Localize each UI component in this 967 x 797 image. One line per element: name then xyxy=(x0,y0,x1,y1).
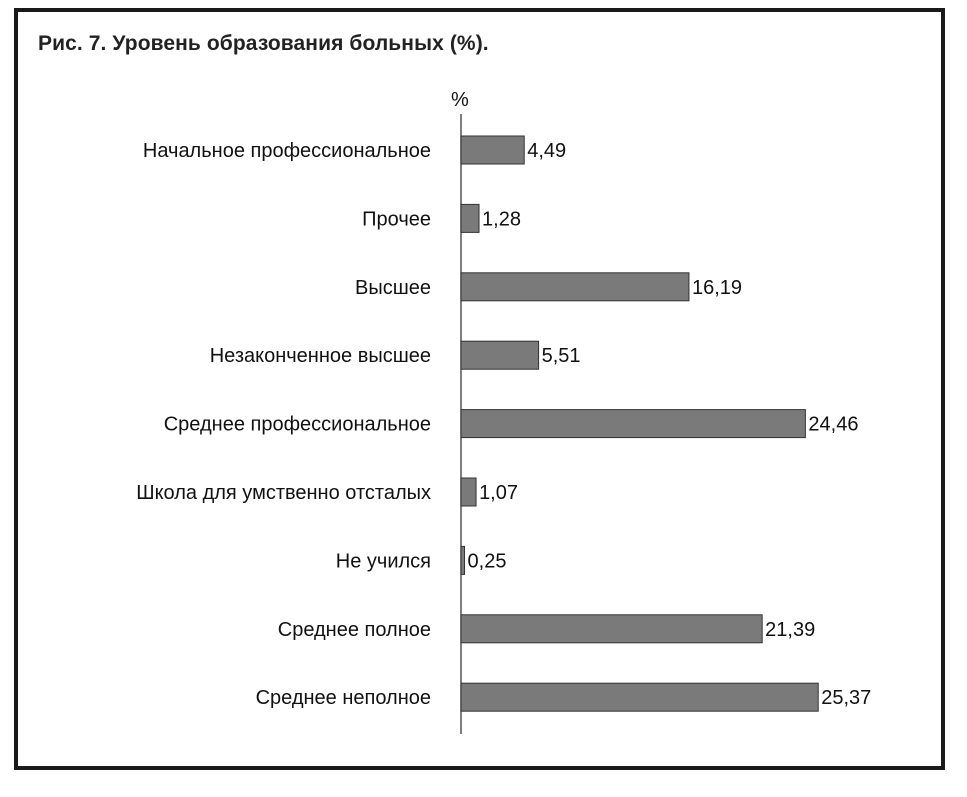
category-label-6: Не учился xyxy=(336,550,431,572)
bars-group: Начальное профессиональное 4,49 Прочее 1,28… xyxy=(136,135,871,712)
bar-0 xyxy=(460,135,525,165)
category-label-2: Высшее xyxy=(355,277,431,299)
category-label-4: Среднее профессиональное xyxy=(164,414,431,436)
chart-title: Рис. 7. Уровень образования больных (%). xyxy=(38,32,489,55)
category-label-3: Незаконченное высшее xyxy=(210,345,431,367)
bar-7 xyxy=(460,614,763,644)
bar-8 xyxy=(460,682,819,712)
value-label-0: 4,49 xyxy=(527,140,566,162)
category-label-7: Среднее полное xyxy=(278,619,431,641)
value-label-3: 5,51 xyxy=(542,345,581,367)
bar-6 xyxy=(460,545,466,575)
value-label-8: 25,37 xyxy=(821,687,871,709)
value-label-6: 0,25 xyxy=(468,550,507,572)
bar-3 xyxy=(460,340,540,370)
category-label-0: Начальное профессиональное xyxy=(143,140,431,162)
value-label-1: 1,28 xyxy=(482,208,521,230)
value-label-5: 1,07 xyxy=(479,482,518,504)
value-label-4: 24,46 xyxy=(808,414,858,436)
axis-unit-label: % xyxy=(451,89,469,111)
value-label-7: 21,39 xyxy=(765,619,815,641)
category-label-1: Прочее xyxy=(362,208,431,230)
value-label-2: 16,19 xyxy=(692,277,742,299)
category-label-5: Школа для умственно отсталых xyxy=(136,482,431,504)
bar-5 xyxy=(460,477,477,507)
bar-1 xyxy=(460,203,480,233)
bar-4 xyxy=(460,409,806,439)
category-label-8: Среднее неполное xyxy=(256,687,431,709)
bar-2 xyxy=(460,272,690,302)
